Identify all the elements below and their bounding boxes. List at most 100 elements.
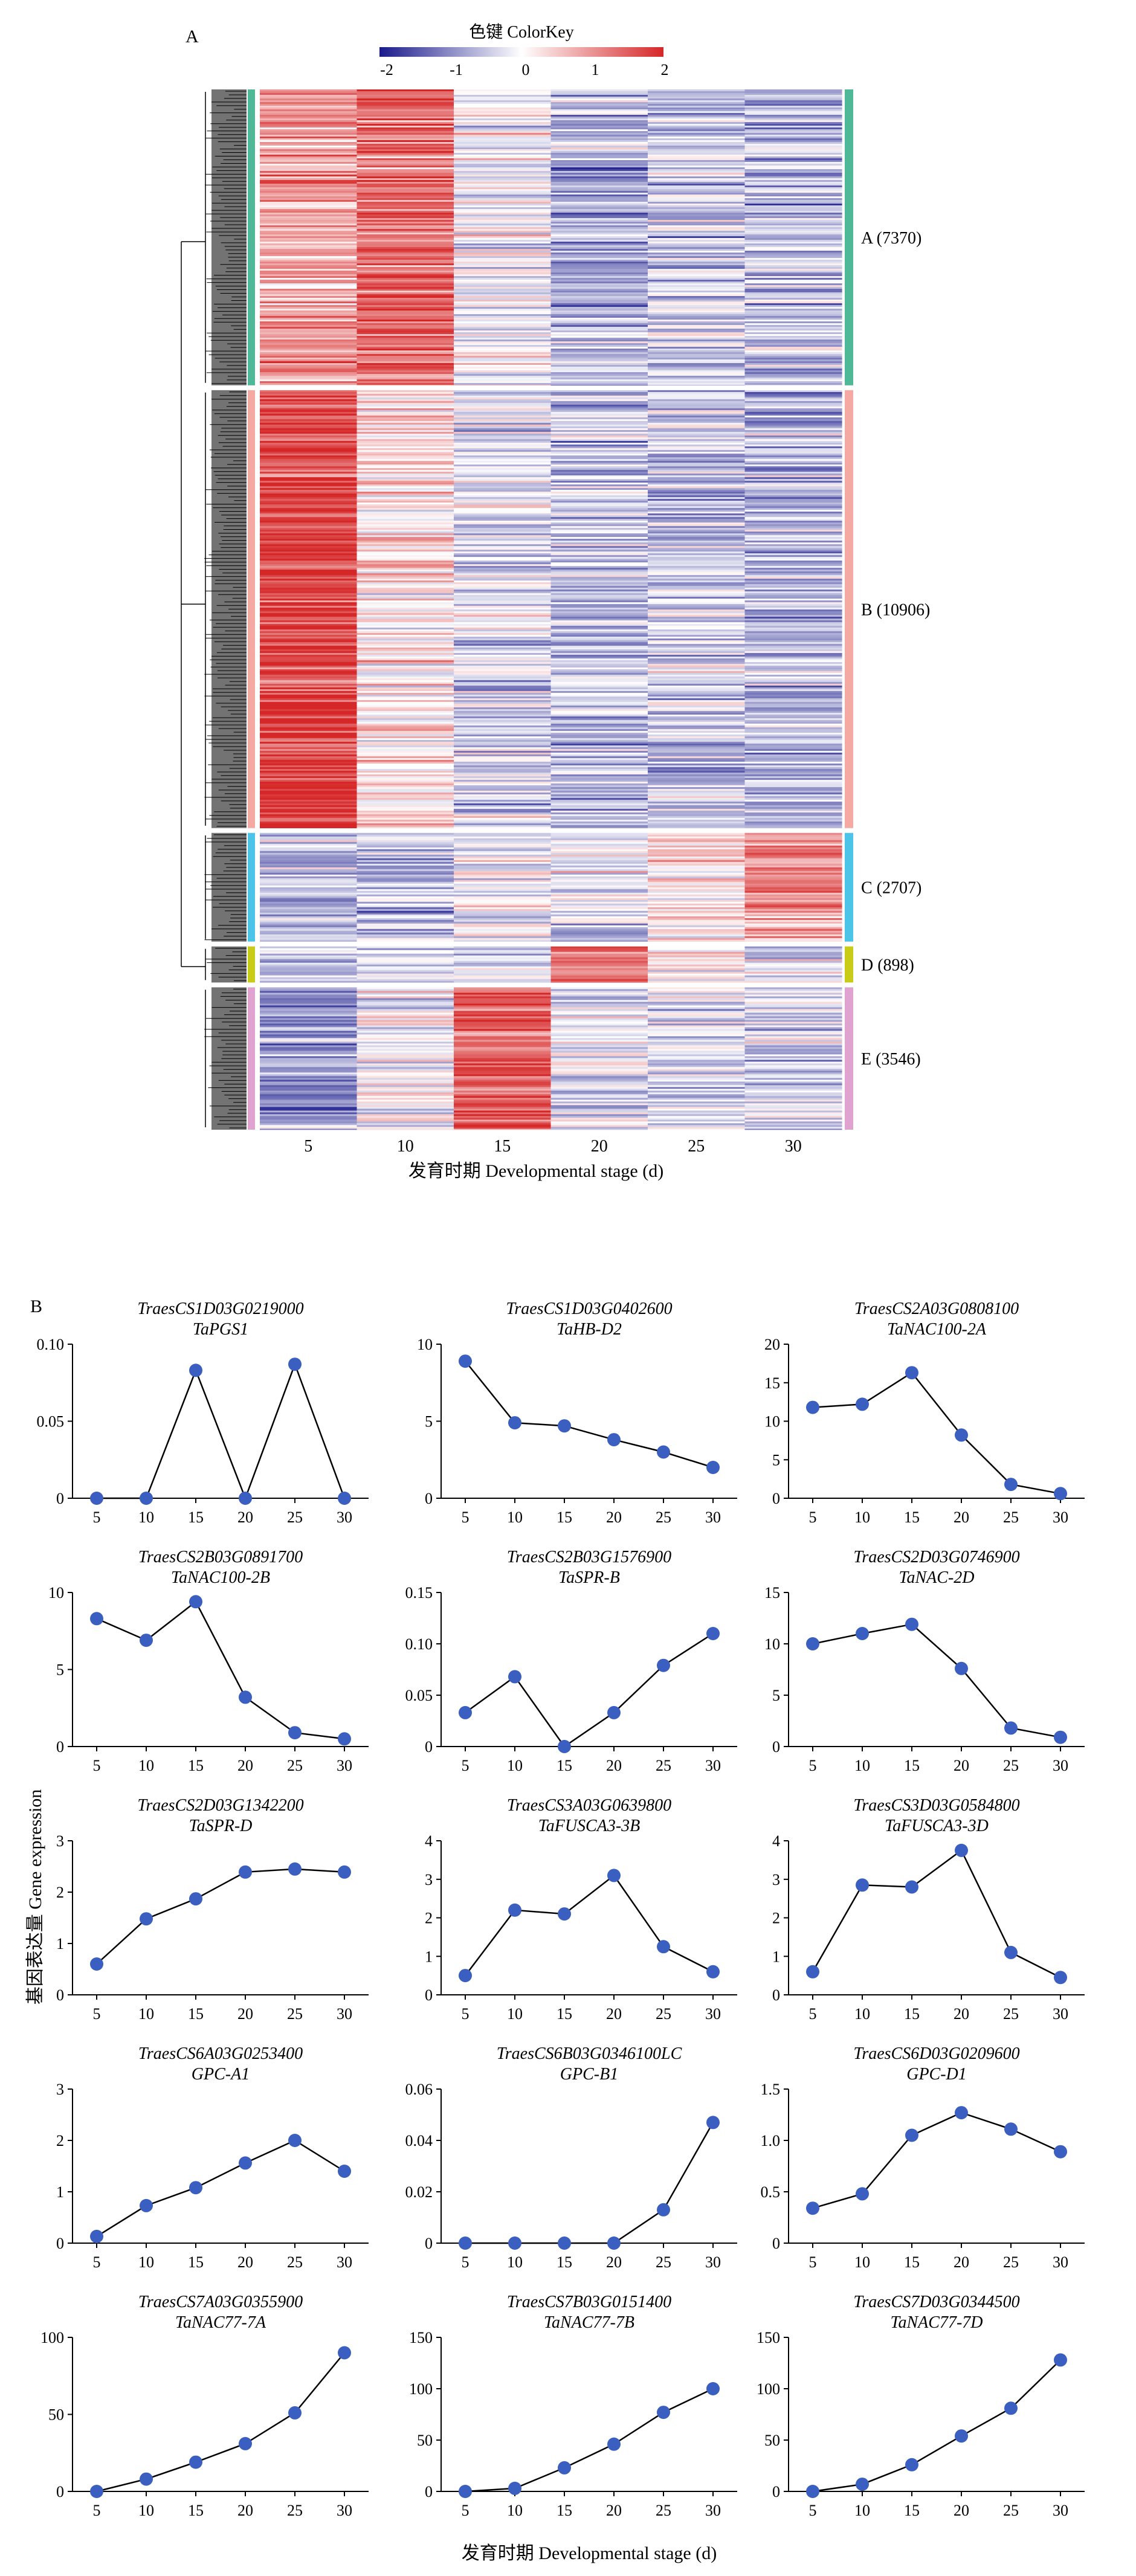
heatmap-cell [744, 347, 842, 349]
heatmap-cell [260, 435, 358, 438]
heatmap-cell [260, 756, 358, 759]
heatmap-cell [260, 1023, 358, 1026]
heatmap-cell [648, 633, 746, 636]
heatmap-cell [744, 95, 842, 97]
heatmap-cell [648, 245, 746, 248]
heatmap-cell [648, 838, 746, 841]
heatmap-cell [744, 462, 842, 465]
heatmap-cell [550, 106, 648, 108]
x-tick-label: 25 [287, 1757, 303, 1774]
heatmap-cell [648, 692, 746, 695]
data-point [905, 2458, 918, 2471]
heatmap-cell [357, 797, 454, 800]
heatmap-cell [454, 1045, 552, 1048]
heatmap-cell [260, 301, 358, 304]
heatmap-cell [744, 962, 842, 965]
heatmap-cell [260, 133, 358, 135]
heatmap-cell [357, 750, 454, 753]
heatmap-cell [648, 422, 746, 425]
heatmap-cell [648, 1116, 746, 1118]
heatmap-cell [648, 652, 746, 655]
heatmap-cell [357, 111, 454, 114]
heatmap-cell [744, 971, 842, 974]
heatmap-cell [550, 253, 648, 255]
heatmap-cell [550, 658, 648, 661]
heatmap-cell [357, 126, 454, 128]
heatmap-cell [357, 790, 454, 793]
heatmap-cell [550, 263, 648, 266]
heatmap-cell [744, 164, 842, 166]
subplot-gene-id: TraesCS6B03G0346100LC [497, 2044, 682, 2063]
heatmap-cell [454, 1043, 552, 1046]
heatmap-cell [550, 502, 648, 505]
heatmap-cell [744, 118, 842, 121]
heatmap-cell [260, 955, 358, 958]
heatmap-cell [648, 251, 746, 253]
heatmap-cell [260, 618, 358, 621]
heatmap-cell [454, 196, 552, 199]
heatmap-cell [454, 515, 552, 518]
heatmap-cell [260, 1043, 358, 1046]
subplot-gene-name: TaSPR-D [189, 1817, 253, 1835]
y-tick-label: 0.10 [405, 1635, 433, 1653]
heatmap-cell [648, 658, 746, 661]
heatmap-cell [550, 513, 648, 516]
heatmap-cell [744, 779, 842, 782]
heatmap-cell [260, 640, 358, 643]
heatmap-cell [550, 1123, 648, 1125]
heatmap-cell [454, 115, 552, 117]
heatmap-cell [744, 294, 842, 297]
heatmap-cell [648, 964, 746, 967]
heatmap-cell [648, 468, 746, 471]
heatmap-cell [454, 1011, 552, 1013]
heatmap-cell [648, 591, 746, 594]
heatmap-cell [454, 374, 552, 376]
heatmap-cell [550, 213, 648, 215]
heatmap-cell [648, 448, 746, 451]
heatmap-cell [648, 318, 746, 320]
heatmap-cell [550, 1085, 648, 1087]
heatmap-cell [454, 129, 552, 132]
heatmap-cell [454, 1129, 552, 1130]
heatmap-cell [260, 144, 358, 146]
heatmap-cell [454, 953, 552, 956]
heatmap-cell [648, 1090, 746, 1093]
heatmap-cell [550, 580, 648, 583]
heatmap-cell [550, 703, 648, 706]
heatmap-cell [260, 153, 358, 155]
x-tick-label: 5 [93, 2502, 101, 2519]
heatmap-cell [744, 896, 842, 899]
heatmap-cell [260, 480, 358, 483]
heatmap-cell [744, 1105, 842, 1107]
heatmap-cell [357, 498, 454, 501]
heatmap-cell [260, 622, 358, 625]
heatmap-cell [357, 585, 454, 588]
x-tick-label: 25 [1003, 2253, 1019, 2271]
heatmap-cell [550, 939, 648, 942]
heatmap-cell [648, 1063, 746, 1066]
heatmap-cell [357, 589, 454, 592]
heatmap-cell [648, 932, 746, 935]
heatmap-cell [357, 927, 454, 930]
heatmap-cell [260, 381, 358, 384]
x-tick-label: 5 [809, 2005, 817, 2023]
data-point [1004, 2401, 1018, 2415]
heatmap-cell [357, 185, 454, 188]
heatmap-cell [550, 195, 648, 197]
heatmap-cell [454, 218, 552, 221]
heatmap-cell [357, 334, 454, 336]
heatmap-cell [357, 397, 454, 400]
heatmap-cell [744, 750, 842, 753]
heatmap-cell [454, 880, 552, 883]
x-tick-label: 5 [462, 2253, 470, 2271]
heatmap-cell [648, 1029, 746, 1031]
heatmap-cell [454, 785, 552, 788]
heatmap-cell [357, 761, 454, 764]
heatmap-cell [260, 678, 358, 681]
heatmap-cell [357, 1096, 454, 1098]
heatmap-cell [357, 408, 454, 411]
heatmap-cell [454, 860, 552, 863]
heatmap-cell [648, 1022, 746, 1024]
heatmap-cell [454, 692, 552, 695]
heatmap-cell [454, 560, 552, 563]
